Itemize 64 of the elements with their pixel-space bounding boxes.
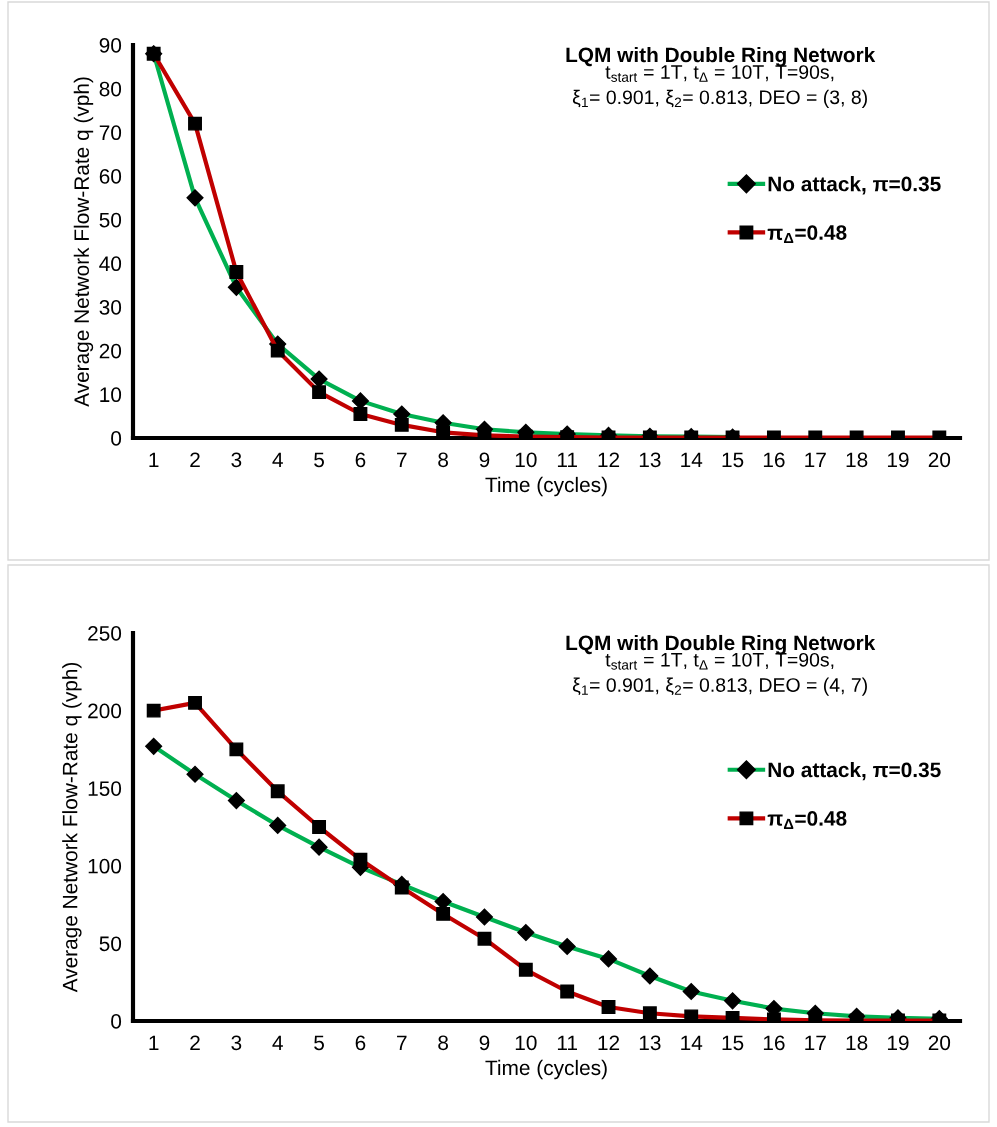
x-axis-title: Time (cycles)	[485, 476, 607, 497]
y-tick-label: 90	[99, 38, 122, 53]
y-tick-label: 80	[99, 81, 122, 97]
x-tick-label: 11	[557, 1035, 577, 1050]
x-tick-label: 3	[231, 452, 242, 468]
legend-label: No attack, π=0.35	[768, 761, 941, 781]
x-tick-label: 14	[681, 452, 703, 467]
y-tick-label: 250	[88, 626, 122, 641]
x-tick-label: 1	[149, 1035, 159, 1050]
x-tick-label: 2	[190, 452, 200, 467]
x-tick-label: 16	[763, 452, 785, 468]
x-tick-label: 8	[438, 1035, 449, 1051]
legend-label: No attack, π=0.35	[768, 176, 941, 195]
x-tick-label: 18	[846, 1035, 868, 1051]
y-tick-label: 200	[88, 703, 122, 719]
x-tick-label: 9	[479, 1035, 490, 1051]
x-tick-label: 10	[515, 452, 537, 468]
legend-label: π$_{Δ}$=0.48	[767, 225, 847, 244]
y-tick-label: 40	[99, 256, 122, 272]
y-axis-title: Average Network Flow-Rate q (vph)	[62, 662, 82, 993]
x-axis-title: Time (cycles)	[485, 1059, 607, 1080]
x-tick-label: 15	[722, 452, 744, 468]
y-tick-label: 100	[88, 858, 122, 874]
y-tick-label: 0	[111, 431, 122, 446]
x-tick-label: 3	[231, 1035, 242, 1051]
x-tick-label: 18	[846, 452, 868, 468]
y-tick-label: 20	[99, 343, 122, 359]
y-tick-label: 0	[111, 1014, 122, 1029]
x-tick-label: 13	[639, 1035, 661, 1051]
y-axis-title: Average Network Flow-Rate q (vph)	[73, 77, 94, 407]
x-tick-label: 9	[479, 452, 490, 468]
x-tick-label: 16	[763, 1035, 785, 1051]
x-tick-label: 19	[887, 1035, 909, 1051]
y-tick-label: 50	[99, 212, 122, 228]
y-tick-label: 10	[100, 387, 122, 403]
x-tick-label: 6	[355, 1035, 366, 1051]
x-tick-label: 19	[887, 452, 909, 468]
y-tick-label: 30	[99, 300, 122, 315]
x-tick-label: 8	[438, 452, 449, 468]
y-tick-label: 150	[88, 781, 122, 796]
y-tick-label: 70	[99, 125, 122, 141]
x-tick-label: 12	[598, 452, 620, 467]
x-tick-label: 4	[272, 452, 283, 467]
x-tick-label: 13	[639, 452, 661, 468]
y-tick-label: 50	[99, 936, 122, 952]
x-tick-label: 10	[515, 1035, 537, 1051]
x-tick-label: 4	[272, 1035, 283, 1050]
x-tick-label: 17	[805, 452, 826, 467]
x-tick-label: 7	[397, 452, 407, 467]
x-tick-label: 6	[355, 452, 366, 468]
x-tick-label: 12	[598, 1035, 620, 1050]
x-tick-label: 5	[314, 1035, 324, 1051]
y-tick-label: 60	[99, 169, 122, 184]
x-tick-label: 2	[190, 1035, 200, 1050]
x-tick-label: 20	[928, 452, 951, 468]
legend-label: π$_{Δ}$=0.48	[767, 811, 847, 829]
x-tick-label: 15	[722, 1035, 744, 1051]
x-tick-label: 5	[314, 452, 324, 468]
x-tick-label: 7	[397, 1035, 407, 1050]
x-tick-label: 17	[805, 1035, 826, 1050]
x-tick-label: 14	[681, 1035, 703, 1050]
x-tick-label: 1	[149, 452, 159, 467]
x-tick-label: 11	[557, 452, 577, 467]
x-tick-label: 20	[928, 1035, 951, 1051]
